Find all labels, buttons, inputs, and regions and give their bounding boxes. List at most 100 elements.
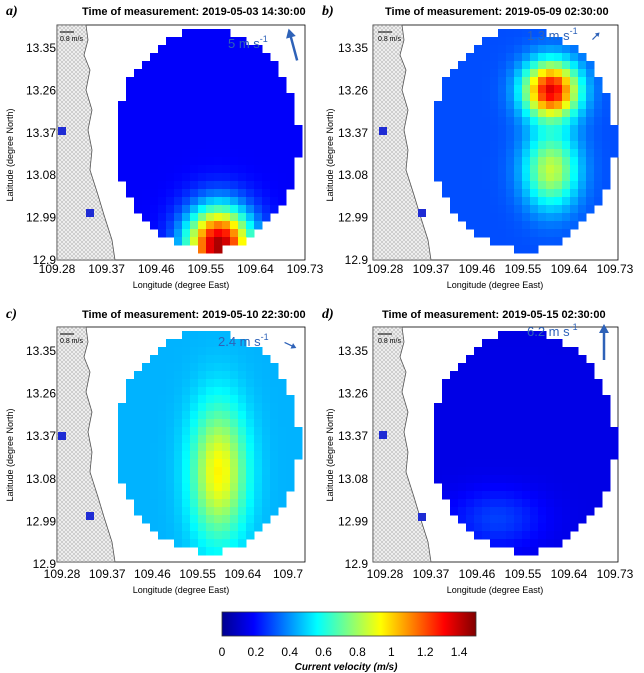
field-cell (118, 467, 127, 476)
field-cell (166, 419, 175, 428)
field-cell (222, 523, 231, 532)
field-cell (230, 475, 239, 484)
field-cell (530, 499, 539, 508)
field-cell (546, 45, 555, 54)
field-cell (214, 237, 223, 246)
field-cell (142, 443, 151, 452)
field-cell (182, 125, 191, 134)
field-cell (514, 29, 523, 38)
field-cell (514, 451, 523, 460)
field-cell (262, 109, 271, 118)
field-cell (546, 507, 555, 516)
field-cell (466, 355, 475, 364)
field-cell (142, 515, 151, 524)
field-cell (214, 197, 223, 206)
field-cell (214, 93, 223, 102)
field-cell (538, 205, 547, 214)
field-cell (262, 387, 271, 396)
field-cell (270, 435, 279, 444)
field-cell (450, 467, 459, 476)
field-cell (498, 507, 507, 516)
field-cell (150, 395, 159, 404)
field-cell (562, 427, 571, 436)
field-cell (482, 125, 491, 134)
field-cell (198, 245, 207, 254)
field-cell (458, 483, 467, 492)
field-cell (514, 77, 523, 86)
field-cell (594, 443, 603, 452)
field-cell (578, 451, 587, 460)
field-cell (166, 499, 175, 508)
panel-c: c) Time of measurement: 2019-05-10 22:30… (5, 307, 306, 595)
field-cell (222, 491, 231, 500)
field-cell (214, 37, 223, 46)
field-cell (458, 387, 467, 396)
panel-b: b) Time of measurement: 2019-05-09 02:30… (322, 4, 634, 290)
field-cell (594, 173, 603, 182)
field-cell (262, 411, 271, 420)
field-cell (262, 53, 271, 62)
field-cell (190, 515, 199, 524)
field-cell (442, 379, 451, 388)
field-cell (450, 395, 459, 404)
field-cell (506, 93, 515, 102)
y-tick-label: 13.35 (26, 344, 56, 358)
field-cell (174, 173, 183, 182)
field-cell (594, 125, 603, 134)
field-cell (158, 101, 167, 110)
field-cell (538, 133, 547, 142)
field-cell (490, 467, 499, 476)
field-cell (118, 475, 127, 484)
field-cell (538, 93, 547, 102)
field-cell (198, 427, 207, 436)
field-cell (506, 339, 515, 348)
field-cell (442, 133, 451, 142)
field-cell (474, 93, 483, 102)
field-cell (238, 53, 247, 62)
field-cell (498, 427, 507, 436)
field-cell (498, 229, 507, 238)
field-cell (570, 411, 579, 420)
field-cell (182, 403, 191, 412)
field-cell (482, 37, 491, 46)
field-cell (230, 451, 239, 460)
field-cell (554, 181, 563, 190)
field-cell (546, 205, 555, 214)
field-cell (198, 213, 207, 222)
field-cell (118, 101, 127, 110)
field-cell (190, 205, 199, 214)
field-cell (198, 491, 207, 500)
field-cell (538, 221, 547, 230)
field-cell (198, 507, 207, 516)
field-cell (442, 435, 451, 444)
field-cell (562, 491, 571, 500)
field-cell (174, 355, 183, 364)
field-cell (458, 117, 467, 126)
field-cell (254, 499, 263, 508)
field-cell (554, 475, 563, 484)
field-cell (270, 197, 279, 206)
field-cell (538, 157, 547, 166)
field-cell (142, 77, 151, 86)
field-cell (166, 37, 175, 46)
field-cell (214, 141, 223, 150)
field-cell (514, 69, 523, 78)
scale-reference: 0.8 m/s (378, 36, 401, 43)
field-cell (254, 475, 263, 484)
field-cell (514, 85, 523, 94)
field-cell (214, 371, 223, 380)
station-marker (379, 431, 387, 439)
field-cell (254, 181, 263, 190)
field-cell (466, 371, 475, 380)
field-cell (570, 363, 579, 372)
field-cell (286, 443, 295, 452)
field-cell (206, 173, 215, 182)
field-cell (238, 403, 247, 412)
field-cell (190, 539, 199, 548)
field-cell (434, 467, 443, 476)
field-cell (134, 371, 143, 380)
field-cell (530, 363, 539, 372)
field-cell (554, 45, 563, 54)
field-cell (538, 197, 547, 206)
field-cell (506, 125, 515, 134)
